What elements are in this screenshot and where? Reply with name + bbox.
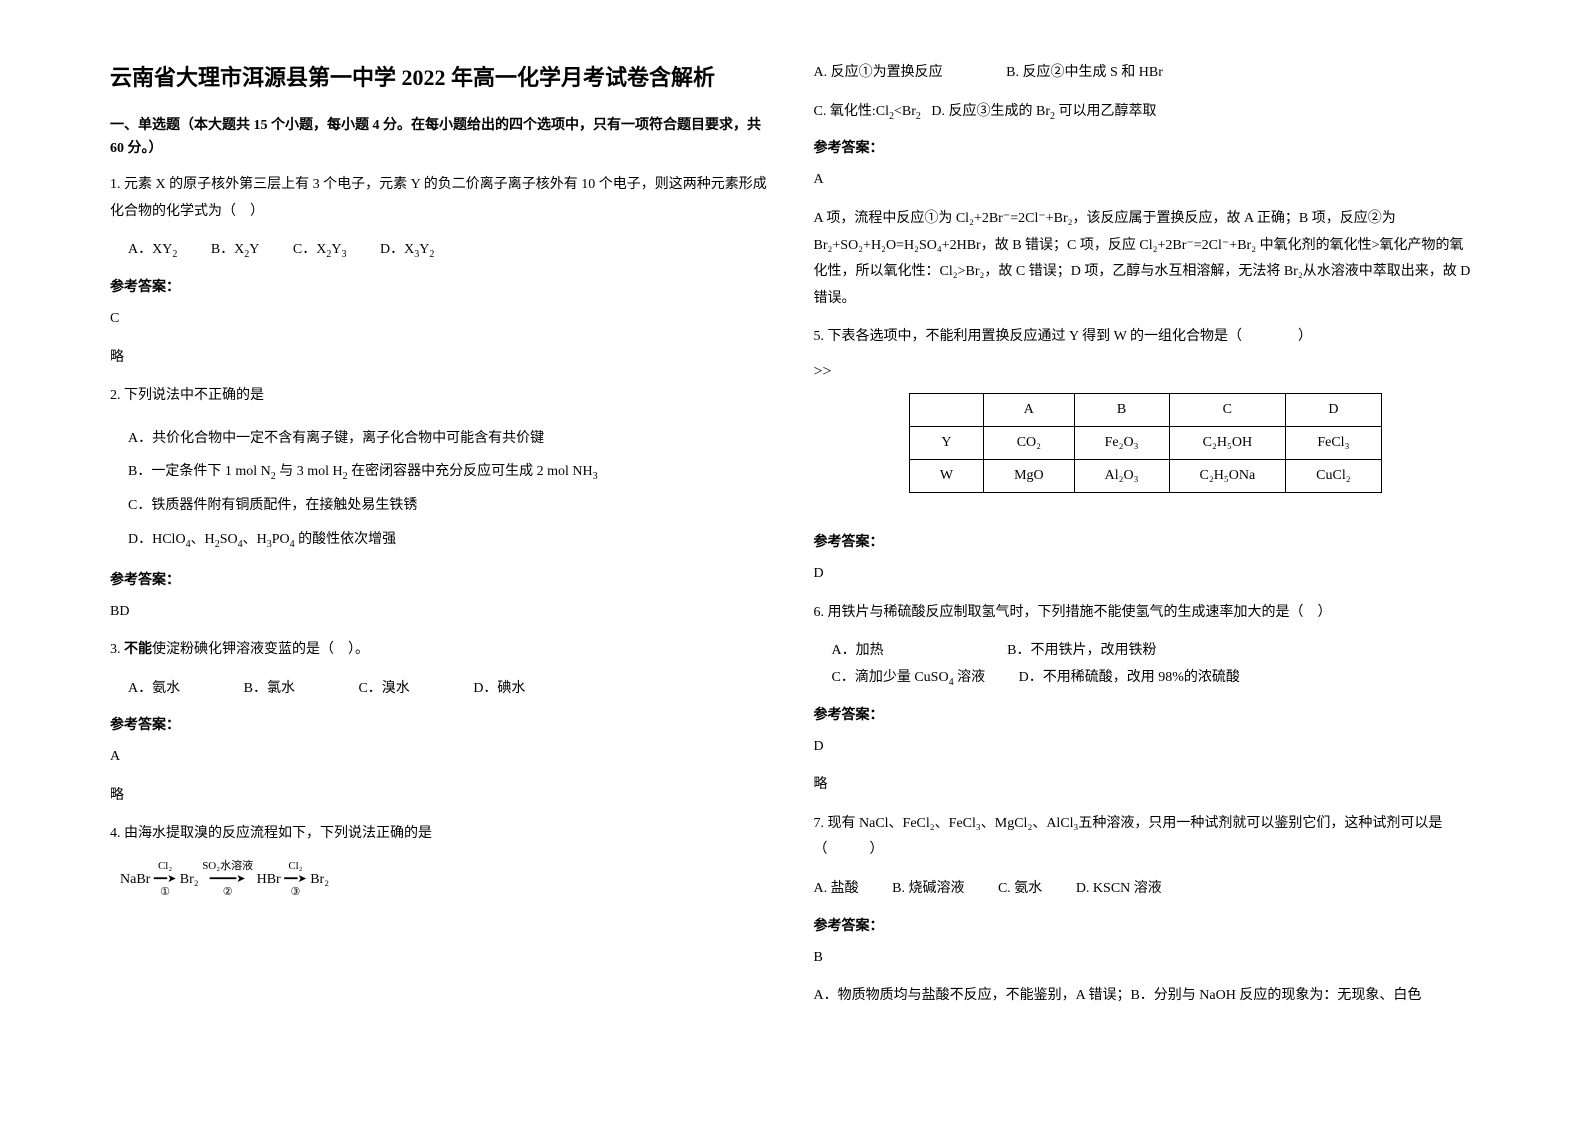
question-5: 5. 下表各选项中，不能利用置换反应通过 Y 得到 W 的一组化合物是（ ） [814,324,1478,351]
q7-answer: B [814,945,1478,972]
q3-opt-c: C．溴水 [358,681,409,696]
q3-answer: A [110,744,774,771]
question-6-options: A．加热 B．不用铁片，改用铁粉 C．滴加少量 CuSO4 溶液 D．不用稀硫酸… [814,638,1478,691]
q4-answer: A [814,167,1478,194]
q2-answer: BD [110,599,774,626]
q6-opt-d: D．不用稀硫酸，改用 98%的浓硫酸 [1019,670,1240,685]
section-header: 一、单选题（本大题共 15 个小题，每小题 4 分。在每小题给出的四个选项中，只… [110,115,774,160]
q1-answer: C [110,306,774,333]
question-4: 4. 由海水提取溴的反应流程如下，下列说法正确的是 [110,821,774,848]
q6-explanation: 略 [814,772,1478,799]
question-6: 6. 用铁片与稀硫酸反应制取氢气时，下列措施不能使氢气的生成速率加大的是（ ） [814,600,1478,627]
q6-opt-b: B．不用铁片，改用铁粉 [1007,643,1156,658]
question-1-options: A．XY2 B．X2Y C．X2Y3 D．X3Y2 [110,237,774,264]
question-4-options: A. 反应①为置换反应 B. 反应②中生成 S 和 HBr [814,60,1478,87]
q7-opt-d: D. KSCN 溶液 [1076,881,1162,896]
q4-opt-a: A. 反应①为置换反应 [814,65,943,80]
q3-opt-b: B．氯水 [244,681,295,696]
answer-label: 参考答案： [814,137,1478,157]
answer-label: 参考答案： [814,704,1478,724]
table-header: A B C D [909,393,1381,426]
q6-opt-c: C．滴加少量 CuSO4 溶液 [832,670,986,685]
question-5-table: A B C D Y CO₂ Fe₂O₃ C₂H₅OH FeCl₃ W MgO A… [909,393,1382,493]
answer-label: 参考答案： [814,915,1478,935]
question-7-options: A. 盐酸 B. 烧碱溶液 C. 氨水 D. KSCN 溶液 [814,876,1478,903]
answer-label: 参考答案： [110,714,774,734]
q1-opt-d: D．X [380,242,414,257]
q2-opt-b: B．一定条件下 1 mol N2 与 3 mol H2 在密闭容器中充分反应可生… [128,455,774,489]
flow-diagram: NaBr Cl₂━━➤① Br₂ SO₂水溶液━━━━➤② HBr Cl₂━━➤… [110,860,774,900]
q1-opt-b: B．X [211,242,244,257]
q7-opt-a: A. 盐酸 [814,881,859,896]
answer-label: 参考答案： [110,569,774,589]
q1-opt-c: C．X [293,242,326,257]
question-7: 7. 现有 NaCl、FeCl₂、FeCl₃、MgCl₂、AlCl₃五种溶液，只… [814,811,1478,864]
q3-opt-a: A．氨水 [128,681,180,696]
question-4-options-2: C. 氧化性:Cl2<Br2 D. 反应③生成的 Br2 可以用乙醇萃取 [814,99,1478,126]
question-3-options: A．氨水 B．氯水 C．溴水 D．碘水 [110,676,774,703]
table-row: Y CO₂ Fe₂O₃ C₂H₅OH FeCl₃ [909,426,1381,459]
q1-explanation: 略 [110,345,774,372]
table-row: W MgO Al₂O₃ C₂H₅ONa CuCl₂ [909,459,1381,492]
q4-explanation: A 项，流程中反应①为 Cl₂+2Br⁻=2Cl⁻+Br₂，该反应属于置换反应，… [814,206,1478,312]
q7-opt-c: C. 氨水 [998,881,1042,896]
page-title: 云南省大理市洱源县第一中学 2022 年高一化学月考试卷含解析 [110,60,774,95]
q6-answer: D [814,734,1478,761]
question-2: 2. 下列说法中不正确的是 [110,383,774,410]
question-1: 1. 元素 X 的原子核外第三层上有 3 个电子，元素 Y 的负二价离子离子核外… [110,172,774,225]
q2-opt-d: D．HClO4、H2SO4、H3PO4 的酸性依次增强 [128,523,774,557]
q6-opt-a: A．加热 [832,643,884,658]
q4-opt-c: C. 氧化性:Cl2<Br2 [814,104,921,119]
answer-label: 参考答案： [814,531,1478,551]
q7-explanation: A．物质物质均与盐酸不反应，不能鉴别，A 错误；B．分别与 NaOH 反应的现象… [814,983,1478,1010]
question-3: 3. 不能使淀粉碘化钾溶液变蓝的是（ ）。 [110,637,774,664]
q3-explanation: 略 [110,783,774,810]
q5-answer: D [814,561,1478,588]
answer-label: 参考答案： [110,276,774,296]
q3-opt-d: D．碘水 [473,681,525,696]
q2-opt-c: C．铁质器件附有铜质配件，在接触处易生铁锈 [128,489,774,523]
q7-opt-b: B. 烧碱溶液 [892,881,964,896]
q2-opt-a: A．共价化合物中一定不含有离子键，离子化合物中可能含有共价键 [128,422,774,456]
q4-opt-d: D. 反应③生成的 Br2 可以用乙醇萃取 [931,104,1156,119]
q1-opt-a: A．XY [128,242,172,257]
q4-opt-b: B. 反应②中生成 S 和 HBr [1006,65,1163,80]
question-2-options: A．共价化合物中一定不含有离子键，离子化合物中可能含有共价键 B．一定条件下 1… [110,422,774,557]
